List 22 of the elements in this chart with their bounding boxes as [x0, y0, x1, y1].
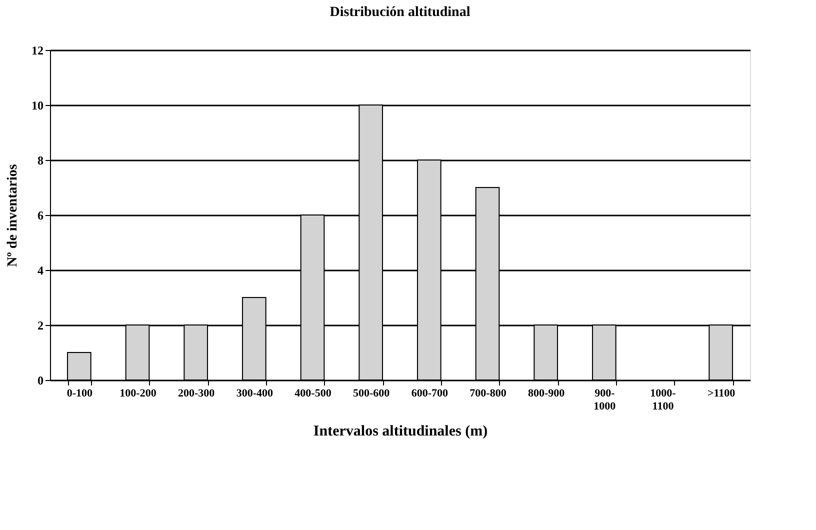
- y-tick-label: 0: [38, 374, 44, 388]
- y-tick-label: 6: [38, 208, 44, 222]
- x-tick-label: 1000-1100: [650, 388, 676, 412]
- x-tick-label: 600-700: [411, 388, 448, 400]
- y-axis-title: Nº de inventarios: [6, 164, 20, 267]
- x-tick-label: >1100: [707, 388, 736, 400]
- x-tick-label: 200-300: [178, 388, 216, 400]
- x-tick-label: 100-200: [120, 388, 157, 400]
- y-tick-label: 2: [38, 318, 44, 332]
- x-tick-label: 900-1000: [594, 388, 616, 412]
- y-tick-label: 10: [32, 98, 44, 112]
- x-tick-label: 500-600: [352, 388, 390, 400]
- chart-title: Distribución altitudinal: [330, 5, 470, 20]
- x-tick-label: 700-800: [470, 388, 507, 400]
- x-axis-title: Intervalos altitudinales (m): [313, 424, 488, 440]
- x-tick-label: 400-500: [294, 388, 332, 400]
- x-tick-label: 0-100: [66, 388, 93, 400]
- x-tick-label: 300-400: [236, 388, 274, 400]
- y-tick-label: 12: [32, 44, 44, 58]
- y-tick-label: 4: [38, 264, 44, 278]
- y-tick-label: 8: [38, 154, 44, 168]
- x-tick-label: 800-900: [528, 388, 566, 400]
